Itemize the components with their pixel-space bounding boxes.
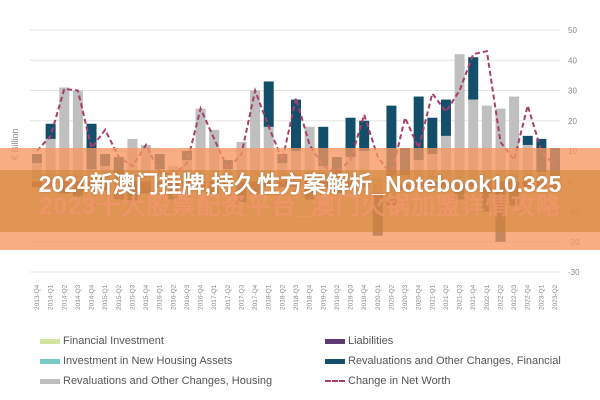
x-tick-label: 2014-Q3 (75, 284, 82, 310)
legend-item-liabilities: Liabilities (325, 335, 393, 347)
bar-segment (318, 126, 329, 167)
bar-segment (250, 90, 261, 176)
x-tick-label: 2022-Q2 (497, 284, 504, 310)
x-tick-label: 2021-Q1 (429, 284, 436, 310)
legend-label: Revaluations and Other Changes, Financia… (348, 355, 561, 367)
bar-segment (440, 99, 451, 136)
legend-item-investment-housing: Investment in New Housing Assets (40, 355, 232, 367)
x-tick-label: 2017-Q1 (211, 284, 218, 310)
legend-swatch (40, 338, 60, 344)
legend-swatch (325, 358, 345, 364)
x-tick-label: 2017-Q2 (225, 284, 232, 310)
bar-segment (454, 54, 465, 176)
bar-segment (72, 90, 83, 176)
x-tick-label: 2016-Q4 (198, 284, 205, 310)
y-tick-label: -30 (568, 268, 580, 277)
x-axis-ticks: 2013-Q4 2014-Q1 2014-Q2 2014-Q3 2014-Q4 2015-… (34, 284, 559, 310)
x-tick-label: 2015-Q4 (143, 284, 150, 310)
bar-segment (195, 108, 206, 176)
x-tick-label: 2022-Q3 (511, 284, 518, 310)
x-tick-label: 2021-Q3 (457, 284, 464, 310)
x-tick-label: 2014-Q2 (61, 284, 68, 310)
x-tick-label: 2018-Q1 (266, 284, 273, 310)
x-tick-label: 2019-Q3 (348, 284, 355, 310)
x-tick-label: 2014-Q4 (89, 284, 96, 310)
bar-segment (468, 99, 479, 176)
y-tick-label: 50 (568, 26, 577, 35)
watermark-text: 2023十大股票配资平台_澳门火锅加盟详情攻略 (39, 193, 561, 220)
bar-segment (468, 57, 479, 100)
x-tick-label: 2021-Q4 (470, 284, 477, 310)
legend-swatch (40, 378, 60, 384)
bar-segment (481, 105, 492, 176)
bar-segment (522, 135, 533, 145)
legend-label: Investment in New Housing Assets (63, 355, 233, 367)
x-tick-label: 2019-Q4 (361, 284, 368, 310)
legend-item-financial-investment: Financial Investment (40, 335, 164, 347)
legend-dash (325, 380, 345, 382)
x-tick-label: 2020-Q4 (416, 284, 423, 310)
y-tick-label: 20 (568, 117, 577, 126)
x-tick-label: 2016-Q2 (170, 284, 177, 310)
legend-label: Change in Net Worth (348, 375, 451, 387)
x-tick-label: 2015-Q3 (129, 284, 136, 310)
legend-swatch (40, 358, 60, 364)
x-tick-label: 2022-Q4 (525, 284, 532, 310)
legend-item-revaluations-housing: Revaluations and Other Changes, Housing (40, 375, 272, 387)
y-tick-label: 40 (568, 56, 577, 65)
legend-item-revaluations-financial: Revaluations and Other Changes, Financia… (325, 355, 561, 367)
x-tick-label: 2014-Q1 (48, 284, 55, 310)
bar-segment (45, 123, 56, 139)
bar-segment (495, 108, 506, 176)
x-tick-label: 2020-Q2 (388, 284, 395, 310)
x-tick-label: 2017-Q4 (252, 284, 259, 310)
legend-swatch (325, 338, 345, 344)
bar-segment (413, 96, 424, 161)
x-tick-label: 2018-Q4 (307, 284, 314, 310)
y-axis-label: € Billion (10, 128, 20, 160)
legend-label: Financial Investment (63, 335, 164, 347)
bar-segment (345, 117, 356, 158)
x-tick-label: 2015-Q1 (102, 284, 109, 310)
x-tick-label: 2019-Q2 (334, 284, 341, 310)
bar-segment (386, 105, 397, 176)
x-tick-label: 2018-Q2 (279, 284, 286, 310)
x-tick-label: 2020-Q3 (402, 284, 409, 310)
legend-label: Revaluations and Other Changes, Housing (63, 375, 273, 387)
bar-segment (59, 87, 70, 176)
legend-label: Liabilities (348, 335, 394, 347)
x-tick-label: 2019-Q1 (320, 284, 327, 310)
x-tick-label: 2013-Q4 (34, 284, 41, 310)
x-tick-label: 2015-Q2 (116, 284, 123, 310)
x-tick-label: 2017-Q3 (238, 284, 245, 310)
banner-band-inner (0, 170, 600, 232)
x-tick-label: 2022-Q1 (484, 284, 491, 310)
x-tick-label: 2016-Q1 (157, 284, 164, 310)
bar-segment (291, 99, 301, 151)
legend-item-net-worth: Change in Net Worth (325, 375, 451, 387)
bar-segment (359, 120, 370, 151)
y-tick-label: 30 (568, 87, 577, 96)
x-tick-label: 2016-Q3 (184, 284, 191, 310)
x-tick-label: 2021-Q2 (443, 284, 450, 310)
bar-segment (427, 117, 438, 155)
banner-title: 2024新澳门挂牌,持久性方案解析_Notebook10.325 (38, 171, 562, 197)
x-tick-label: 2023-Q2 (552, 284, 559, 310)
bar-segment (263, 81, 274, 127)
x-tick-label: 2018-Q3 (293, 284, 300, 310)
bar-segment (509, 96, 520, 176)
x-tick-label: 2023-Q1 (538, 284, 545, 310)
x-tick-label: 2020-Q1 (375, 284, 382, 310)
